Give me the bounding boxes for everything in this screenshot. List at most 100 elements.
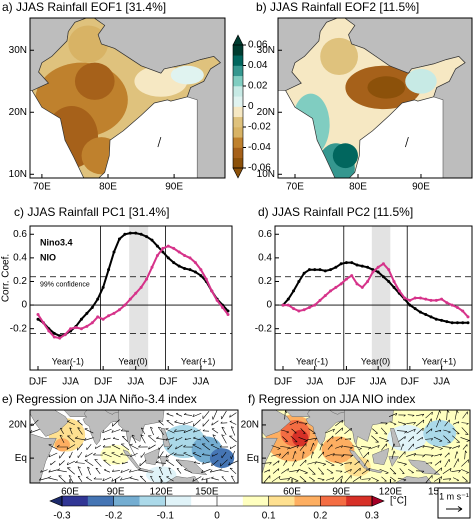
series-point bbox=[102, 286, 105, 289]
series-point bbox=[205, 278, 208, 281]
series-point bbox=[456, 306, 459, 309]
series-point bbox=[156, 254, 159, 257]
series-point bbox=[414, 297, 417, 300]
series-point bbox=[408, 299, 411, 302]
series-point bbox=[340, 282, 343, 285]
field-blob bbox=[405, 69, 436, 94]
series-point bbox=[366, 266, 369, 269]
colorbar-tick-label: 0.3 bbox=[365, 511, 379, 522]
series-point bbox=[313, 268, 316, 271]
y-tick-label: 0 bbox=[266, 300, 272, 311]
x-tick-label: JJA bbox=[62, 377, 79, 388]
y-tick-label: 10N bbox=[9, 169, 27, 180]
series-point bbox=[216, 299, 219, 302]
series-point bbox=[64, 333, 67, 336]
series-point bbox=[366, 280, 369, 283]
series-point bbox=[340, 262, 343, 265]
year-label: Year(-1) bbox=[296, 356, 328, 366]
colorbar-extension bbox=[233, 35, 243, 45]
x-tick-label: DJF bbox=[94, 377, 112, 388]
series-point bbox=[282, 304, 285, 307]
colorbar-extension bbox=[50, 496, 62, 506]
series-point bbox=[467, 321, 470, 324]
series-point bbox=[37, 313, 40, 316]
y-tick-label: 0.2 bbox=[258, 276, 272, 287]
series-point bbox=[47, 330, 50, 333]
series-point bbox=[167, 256, 170, 259]
series-point bbox=[85, 325, 88, 328]
series-point bbox=[356, 282, 359, 285]
series-point bbox=[451, 304, 454, 307]
series-point bbox=[151, 266, 154, 269]
y-tick-label: 30N bbox=[9, 45, 27, 56]
series-point bbox=[361, 265, 364, 268]
series-point bbox=[96, 315, 99, 318]
y-tick-label: 0.6 bbox=[13, 229, 27, 240]
series-point bbox=[161, 247, 164, 250]
series-point bbox=[461, 309, 464, 312]
series-point bbox=[145, 278, 148, 281]
series-point bbox=[178, 250, 181, 253]
series-point bbox=[69, 327, 72, 330]
vector-scale-label: 1 m s⁻¹ bbox=[439, 491, 469, 501]
series-point bbox=[308, 306, 311, 309]
series-point bbox=[377, 271, 380, 274]
series-point bbox=[467, 315, 470, 318]
series-point bbox=[382, 275, 385, 278]
series-point bbox=[393, 280, 396, 283]
series-point bbox=[183, 267, 186, 270]
x-tick-label: 90E bbox=[412, 182, 430, 193]
field-blob bbox=[171, 66, 204, 85]
series-point bbox=[140, 233, 143, 236]
colorbar-tick-label: 0.2 bbox=[313, 511, 327, 522]
series-point bbox=[334, 266, 337, 269]
colorbar-cell bbox=[140, 496, 166, 506]
series-point bbox=[451, 321, 454, 324]
series-point bbox=[435, 318, 438, 321]
colorbar-cell bbox=[243, 496, 269, 506]
colorbar-tick-label: -0.2 bbox=[105, 511, 123, 522]
y-tick-label: -0.2 bbox=[255, 323, 273, 334]
jja-shading bbox=[372, 226, 391, 370]
x-tick-label: JJA bbox=[306, 377, 323, 388]
series-point bbox=[151, 239, 154, 242]
series-point bbox=[53, 335, 56, 338]
x-tick-label: 70E bbox=[33, 182, 51, 193]
series-point bbox=[297, 280, 300, 283]
x-tick-label: JJA bbox=[433, 377, 450, 388]
panel-title: b) JJAS Rainfall EOF2 [11.5%] bbox=[256, 0, 419, 14]
series-point bbox=[361, 286, 364, 289]
y-tick-label: 20N bbox=[9, 420, 27, 431]
series-point bbox=[221, 306, 224, 309]
panel-title: f) Regression on JJA NIO index bbox=[248, 392, 415, 406]
series-point bbox=[393, 286, 396, 289]
colorbar-tick-label: 0 bbox=[214, 511, 220, 522]
y-tick-label: 0.4 bbox=[13, 253, 27, 264]
series-point bbox=[440, 298, 443, 301]
y-axis-label: Corr. Coef. bbox=[1, 254, 12, 302]
colorbar-cell bbox=[233, 86, 243, 97]
panel-title: c) JJAS Rainfall PC1 [31.4%] bbox=[14, 205, 169, 219]
colorbar-cell bbox=[233, 158, 243, 169]
series-point bbox=[145, 235, 148, 238]
colorbar-cell bbox=[346, 496, 372, 506]
colorbar-cell bbox=[269, 496, 295, 506]
series-point bbox=[456, 321, 459, 324]
series-point bbox=[292, 289, 295, 292]
series-point bbox=[123, 304, 126, 307]
series-point bbox=[435, 299, 438, 302]
series-point bbox=[329, 289, 332, 292]
series-point bbox=[91, 306, 94, 309]
series-point bbox=[287, 304, 290, 307]
series-point bbox=[430, 299, 433, 302]
y-tick-label: 0 bbox=[21, 300, 27, 311]
series-point bbox=[440, 319, 443, 322]
series-point bbox=[303, 272, 306, 275]
colorbar-tick-label: -0.06 bbox=[248, 163, 271, 174]
series-point bbox=[194, 261, 197, 264]
colorbar-tick-label: -0.02 bbox=[248, 122, 271, 133]
series-point bbox=[445, 301, 448, 304]
colorbar-unit: [°C] bbox=[390, 496, 407, 507]
series-point bbox=[334, 286, 337, 289]
series-point bbox=[308, 268, 311, 271]
